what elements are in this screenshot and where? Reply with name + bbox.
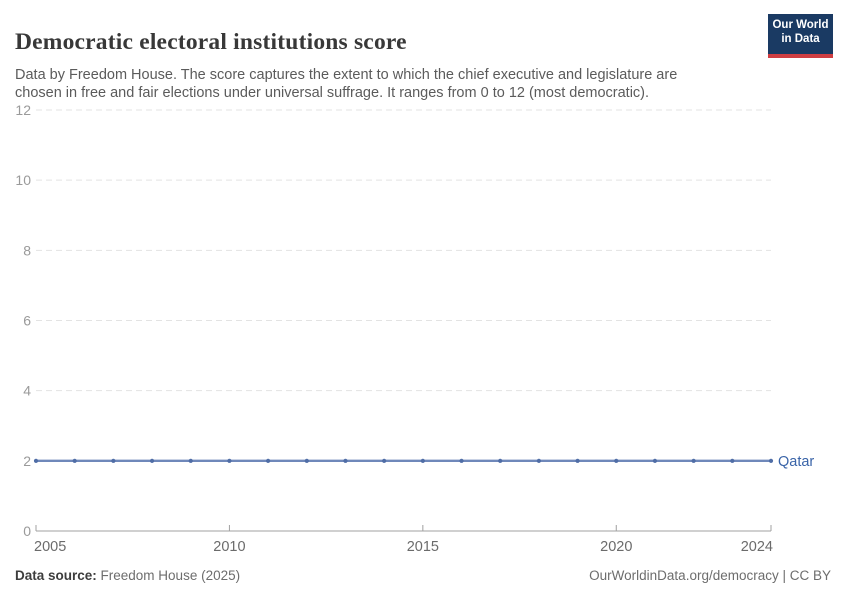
data-point[interactable]: [266, 458, 271, 463]
data-source-label: Data source:: [15, 568, 97, 583]
data-point[interactable]: [33, 458, 39, 463]
owid-logo-line2: in Data: [781, 33, 820, 45]
data-source-value: Freedom House (2025): [96, 568, 241, 583]
attribution-link[interactable]: OurWorldinData.org/democracy | CC BY: [589, 568, 831, 583]
data-point[interactable]: [652, 458, 658, 463]
y-axis-tick-label: 10: [15, 172, 31, 188]
x-axis-tick-label: 2015: [407, 539, 439, 555]
data-point[interactable]: [188, 458, 193, 463]
data-point[interactable]: [304, 458, 309, 463]
y-axis-tick-label: 4: [23, 383, 31, 399]
data-point[interactable]: [382, 458, 387, 463]
data-point[interactable]: [498, 458, 503, 463]
data-point[interactable]: [149, 458, 155, 463]
chart-footer: Data source: Freedom House (2025) OurWor…: [15, 568, 831, 583]
data-point[interactable]: [768, 458, 774, 463]
chart-subtitle: Data by Freedom House. The score capture…: [15, 66, 678, 102]
y-axis-tick-label: 2: [23, 453, 31, 469]
page-title: Democratic electoral institutions score: [15, 28, 407, 55]
data-point[interactable]: [227, 458, 232, 463]
x-axis-tick-label: 2005: [34, 539, 66, 555]
data-point[interactable]: [691, 458, 696, 463]
chart-svg: 0 2 4 6 8 10 12 2005 2010 2015 2020 2024 Qatar: [15, 102, 814, 555]
data-point[interactable]: [575, 458, 580, 463]
data-point[interactable]: [614, 458, 619, 463]
y-axis-tick-label: 8: [23, 242, 31, 258]
data-source-note: Data source: Freedom House (2025): [15, 568, 240, 583]
owid-logo-line1: Our World: [772, 19, 829, 31]
y-axis-tick-label: 12: [15, 102, 31, 118]
data-point[interactable]: [459, 458, 464, 463]
data-point[interactable]: [536, 458, 541, 463]
data-point[interactable]: [420, 458, 425, 463]
owid-logo[interactable]: Our World in Data: [768, 14, 833, 58]
data-point[interactable]: [111, 458, 116, 463]
y-axis-tick-label: 6: [23, 313, 31, 329]
x-axis-tick-label: 2020: [600, 539, 632, 555]
data-point[interactable]: [343, 458, 348, 463]
y-axis-tick-label: 0: [23, 523, 31, 539]
series-end-label[interactable]: Qatar: [778, 454, 814, 470]
x-axis-tick-label: 2010: [213, 539, 245, 555]
x-axis-tick-label: 2024: [741, 539, 773, 555]
data-point[interactable]: [730, 458, 735, 463]
data-point[interactable]: [72, 458, 77, 463]
